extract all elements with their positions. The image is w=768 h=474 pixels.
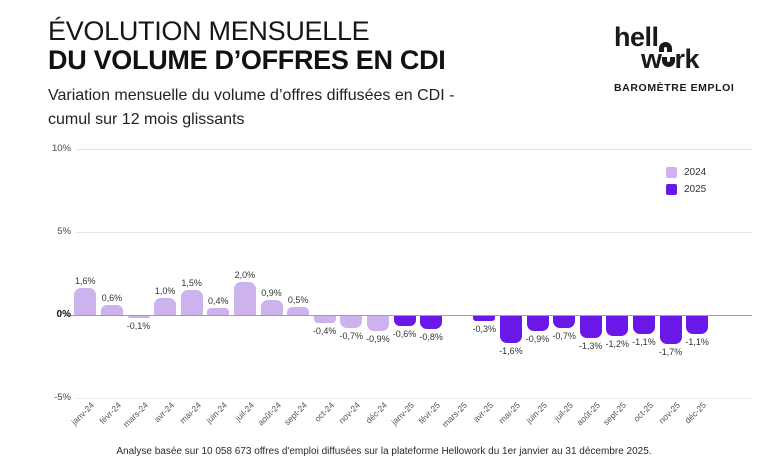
bar (686, 316, 709, 335)
bar (499, 316, 522, 343)
bar-value-label: -0,6% (392, 328, 417, 339)
bar (553, 316, 576, 328)
bar-value-label: -1,1% (632, 337, 656, 348)
chart-subtitle-line1: Variation mensuelle du volume d’offres d… (48, 87, 455, 104)
legend-swatch-2024 (666, 167, 677, 178)
bar-value-label: -0,1% (126, 320, 151, 331)
bar (340, 316, 363, 328)
bar-value-label: -0,3% (472, 323, 497, 334)
bar (526, 316, 549, 331)
y-tick-label: 10% (51, 143, 71, 154)
bar (659, 316, 682, 345)
bar (127, 316, 150, 318)
bar (579, 316, 602, 338)
legend-label-2024: 2024 (684, 167, 707, 178)
bar-value-label: -0,7% (339, 330, 364, 341)
bar-value-label: 2,0% (234, 269, 256, 280)
y-tick-label: 5% (57, 226, 71, 237)
bar-value-label: -1,3% (578, 340, 603, 351)
bar-value-label: -1,7% (658, 347, 683, 358)
bar (100, 305, 123, 315)
chart-subtitle-line2: cumul sur 12 mois glissants (48, 111, 245, 128)
bar (420, 316, 443, 330)
y-tick-label: -5% (54, 392, 71, 403)
x-axis-zero-line (66, 315, 752, 316)
gridline (76, 398, 752, 399)
bar (233, 281, 256, 315)
brand-word-bottom: w rk (641, 44, 700, 74)
legend-item-2024: 2024 (666, 164, 706, 181)
bar (74, 288, 97, 315)
source-note: Analyse basée sur 10 058 673 offres d'em… (116, 446, 652, 457)
legend-item-2025: 2025 (666, 181, 706, 198)
bar-value-label: -1,6% (499, 345, 523, 356)
brand-wordmark: hell w rk (614, 24, 754, 74)
legend-swatch-2025 (666, 184, 677, 195)
legend-label-2025: 2025 (684, 184, 707, 195)
bar (287, 306, 310, 315)
bar (393, 316, 416, 326)
bar (632, 316, 655, 335)
bar (180, 290, 203, 315)
bar-value-label: 0,5% (287, 294, 309, 305)
bar-value-label: 0,6% (101, 293, 123, 304)
gridline (76, 232, 752, 233)
bar-value-label: -0,9% (525, 333, 550, 344)
bar-value-label: 1,0% (154, 286, 176, 297)
bar (154, 298, 177, 315)
bar (260, 300, 283, 315)
brand-tagline: BAROMÈTRE EMPLOI (614, 82, 735, 94)
brand-word-top: hell (614, 22, 659, 52)
hellowork-o-arch-icon (658, 42, 672, 52)
bar-value-label: -0,4% (312, 325, 337, 336)
bar-value-label: 0,9% (261, 288, 282, 299)
y-tick-label: 0% (56, 309, 71, 320)
gridline (76, 149, 752, 150)
bar (366, 316, 389, 331)
chart-legend: 2024 2025 (666, 164, 706, 198)
bar (473, 316, 496, 321)
page-title-line1: ÉVOLUTION MENSUELLE (48, 16, 370, 46)
bar-value-label: -0,7% (552, 330, 576, 341)
chart-subtitle: Variation mensuelle du volume d’offres d… (48, 84, 454, 132)
hellowork-o-cup-icon (661, 57, 675, 67)
brand-logo: hell w rk BAROMÈTRE EMPLOI (614, 24, 754, 95)
bar-value-label: 1,5% (181, 278, 202, 289)
bar-value-label: -0,8% (419, 332, 443, 343)
bar-value-label: 0,4% (208, 296, 229, 307)
bar-value-label: 1,6% (75, 276, 96, 287)
bar (606, 316, 629, 336)
page-title-line2: DU VOLUME D’OFFRES EN CDI (48, 45, 446, 75)
bar-value-label: -1,1% (685, 337, 709, 348)
bar (313, 316, 336, 323)
bar-value-label: -0,9% (366, 333, 390, 344)
bar (207, 308, 230, 315)
bar-value-label: -1,2% (605, 338, 630, 349)
